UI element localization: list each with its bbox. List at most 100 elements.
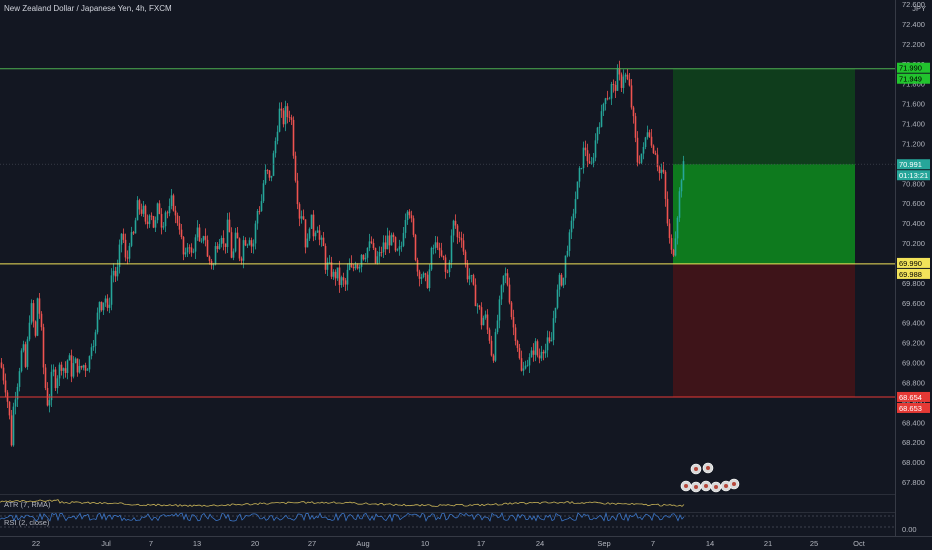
candle-body: [146, 221, 149, 225]
candle-body: [184, 252, 187, 255]
time-axis[interactable]: 22 Jul 7 13 20 27 Aug 10 17 24 Sep 7 14 21 25 Oct: [32, 539, 866, 548]
candle-body: [440, 250, 443, 256]
candle-body: [292, 119, 295, 156]
candle-body: [526, 365, 529, 367]
loss-zone[interactable]: [673, 263, 855, 397]
candle-body: [104, 298, 107, 303]
candle-body: [394, 237, 397, 251]
candle-body: [508, 284, 511, 303]
candle-body: [400, 245, 403, 247]
candle-body: [180, 229, 183, 238]
entry-price-tag-2-bg: [897, 268, 930, 279]
candle-body: [664, 171, 667, 199]
candle-body: [470, 275, 473, 276]
candle-body: [538, 355, 541, 359]
candle-body: [630, 85, 633, 108]
price-tick-label: 68.400: [902, 418, 925, 427]
candle-body: [42, 327, 45, 368]
price-tags: 71.990 71.949 70.991 01:13:21 69.990 69.988 68…: [897, 62, 930, 413]
current-price-tag: 70.991: [899, 160, 922, 169]
candle-body: [498, 299, 501, 321]
candle-body: [460, 238, 463, 241]
countdown-tag-bg: [897, 170, 930, 181]
candle-body: [380, 251, 383, 253]
candle-body: [78, 366, 81, 373]
candle-body: [520, 358, 523, 371]
candle-body: [660, 169, 663, 174]
candle-body: [132, 232, 135, 234]
candle-body: [416, 259, 419, 272]
candle-body: [120, 233, 123, 245]
position-zones[interactable]: [673, 68, 855, 397]
candle-body: [390, 234, 393, 246]
candle-body: [246, 244, 249, 246]
candle-body: [364, 257, 367, 260]
candle-body: [50, 371, 53, 401]
candle-body: [540, 351, 543, 359]
candle-body: [552, 318, 555, 340]
candle-body: [204, 236, 207, 240]
candle-body: [110, 275, 113, 305]
candle-body: [192, 251, 195, 253]
candle-body: [256, 211, 259, 224]
candle-body: [548, 337, 551, 342]
candle-body: [224, 243, 227, 247]
news-event-icon-dot: [694, 485, 698, 489]
candle-body: [518, 348, 521, 359]
price-tick-label: 69.400: [902, 319, 925, 328]
candle-body: [418, 271, 421, 279]
candle-body: [622, 76, 625, 88]
profit-zone-remaining[interactable]: [673, 68, 855, 165]
candle-body: [86, 369, 89, 371]
candle-body: [344, 280, 347, 285]
price-tick-label: 72.600: [902, 0, 925, 9]
atr-label: ATR (7, RMA): [4, 500, 51, 509]
candle-body: [236, 232, 239, 239]
target-price-tag-bg: [897, 62, 930, 73]
candle-body: [356, 264, 359, 269]
time-tick-label: 27: [308, 539, 316, 548]
candle-body: [334, 271, 337, 279]
event-markers[interactable]: [680, 462, 740, 493]
candle-body: [682, 161, 685, 181]
entry-price-tag-bg: [897, 257, 930, 268]
candle-body: [382, 242, 385, 253]
candle-body: [426, 274, 429, 288]
time-tick-label: 20: [251, 539, 259, 548]
candle-body: [592, 157, 595, 163]
candle-body: [490, 340, 493, 356]
candle-body: [56, 378, 59, 389]
candle-body: [58, 364, 61, 379]
candle-body: [12, 406, 15, 446]
candle-body: [410, 215, 413, 219]
candle-body: [642, 146, 645, 154]
candle-body: [64, 368, 67, 373]
candle-body: [270, 175, 273, 178]
news-event-icon-dot: [724, 484, 728, 488]
candle-body: [658, 167, 661, 174]
candle-body: [648, 132, 651, 137]
candle-body: [326, 262, 329, 270]
candle-body: [26, 339, 29, 367]
candle-body: [228, 219, 231, 233]
candle-body: [148, 215, 151, 225]
candle-body: [588, 161, 591, 164]
candle-body: [536, 341, 539, 356]
candle-body: [28, 322, 31, 340]
candle-body: [194, 237, 197, 252]
candle-body: [668, 223, 671, 239]
candle-body: [422, 273, 425, 278]
candle-body: [650, 136, 653, 146]
candle-body: [618, 67, 621, 75]
countdown-tag: 01:13:21: [899, 171, 928, 180]
profit-zone-filled[interactable]: [673, 164, 855, 264]
candle-body: [646, 132, 649, 138]
candle-body: [610, 84, 613, 99]
price-tick-label: 71.600: [902, 100, 925, 109]
target-price-tag-2-bg: [897, 73, 930, 84]
candle-body: [524, 365, 527, 369]
candle-body: [294, 155, 297, 181]
candle-body: [544, 350, 547, 354]
candle-body: [474, 284, 477, 307]
